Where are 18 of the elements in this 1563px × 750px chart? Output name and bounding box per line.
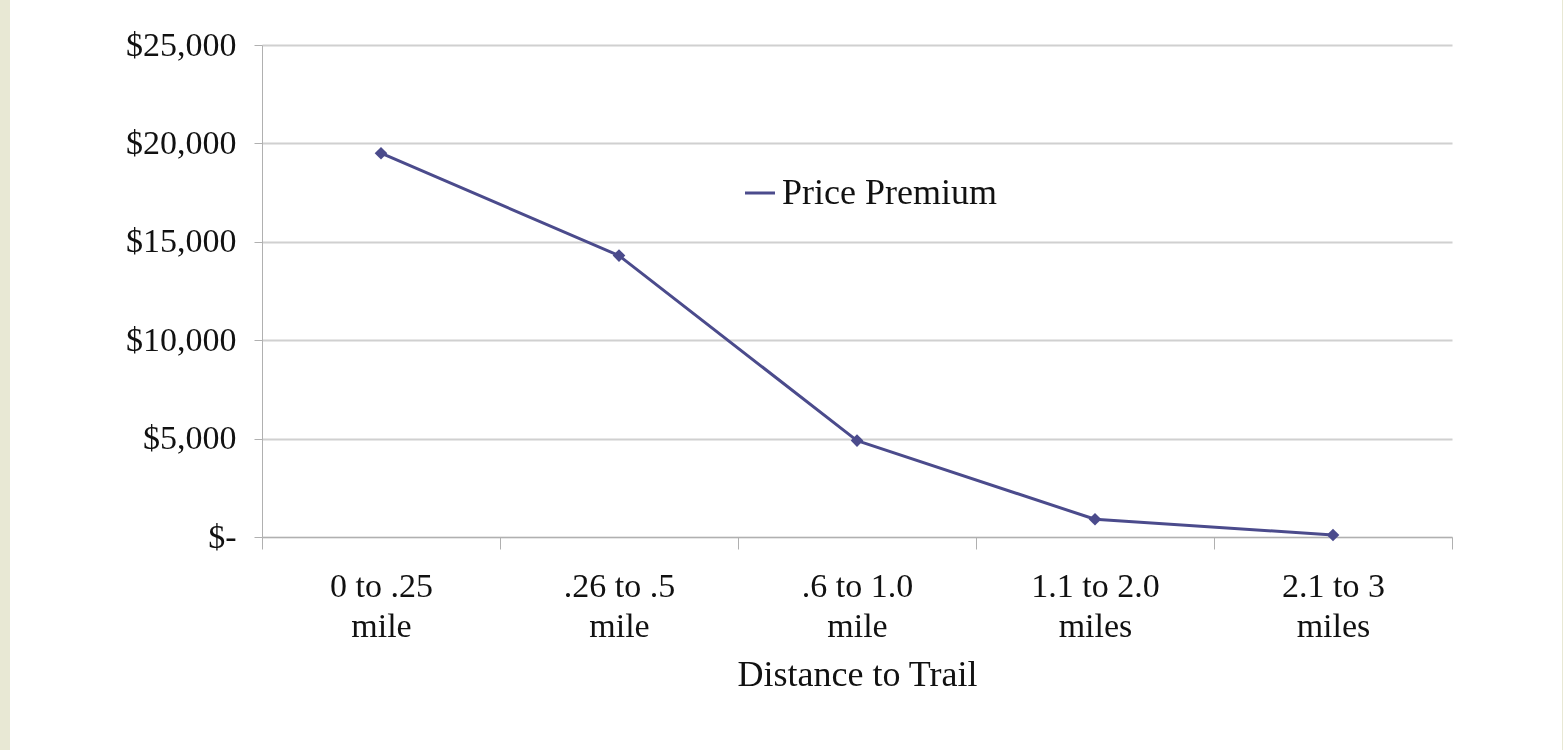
- y-tick-label: $25,000: [126, 25, 237, 63]
- x-tick-label: .26 to .5 mile: [563, 566, 676, 644]
- y-tick-label: $-: [208, 517, 237, 555]
- x-axis-title: Distance to Trail: [737, 653, 978, 694]
- point: [850, 434, 864, 447]
- y-tick-label: $15,000: [126, 222, 237, 260]
- x-tick-label: .6 to 1.0 mile: [801, 566, 914, 644]
- y-tick-label: $20,000: [126, 123, 237, 161]
- point: [612, 249, 626, 262]
- legend-label: Price Premium: [782, 172, 997, 212]
- point: [1088, 512, 1102, 526]
- point: [1326, 528, 1340, 542]
- y-tick-label: $5,000: [143, 419, 237, 457]
- y-tick-label: $10,000: [126, 320, 237, 358]
- point: [374, 146, 388, 160]
- x-tick-label: 2.1 to 3 miles: [1282, 566, 1385, 644]
- x-tick-label: 0 to .25 mile: [330, 566, 433, 644]
- x-tick-label: 1.1 to 2.0 miles: [1031, 566, 1160, 644]
